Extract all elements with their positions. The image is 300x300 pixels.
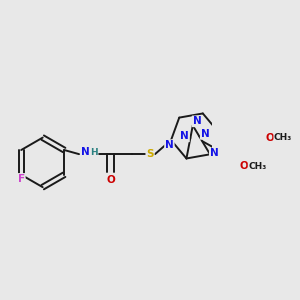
Text: F: F — [18, 174, 25, 184]
Text: H: H — [90, 148, 98, 157]
Text: O: O — [106, 175, 115, 185]
Text: O: O — [266, 133, 274, 142]
Text: N: N — [201, 129, 209, 139]
Text: O: O — [240, 161, 249, 171]
Text: N: N — [81, 148, 90, 158]
Text: CH₃: CH₃ — [248, 162, 266, 171]
Text: CH₃: CH₃ — [274, 133, 292, 142]
Text: N: N — [165, 140, 174, 150]
Text: N: N — [210, 148, 218, 158]
Text: N: N — [180, 131, 189, 141]
Text: S: S — [146, 149, 154, 159]
Text: N: N — [193, 116, 201, 126]
